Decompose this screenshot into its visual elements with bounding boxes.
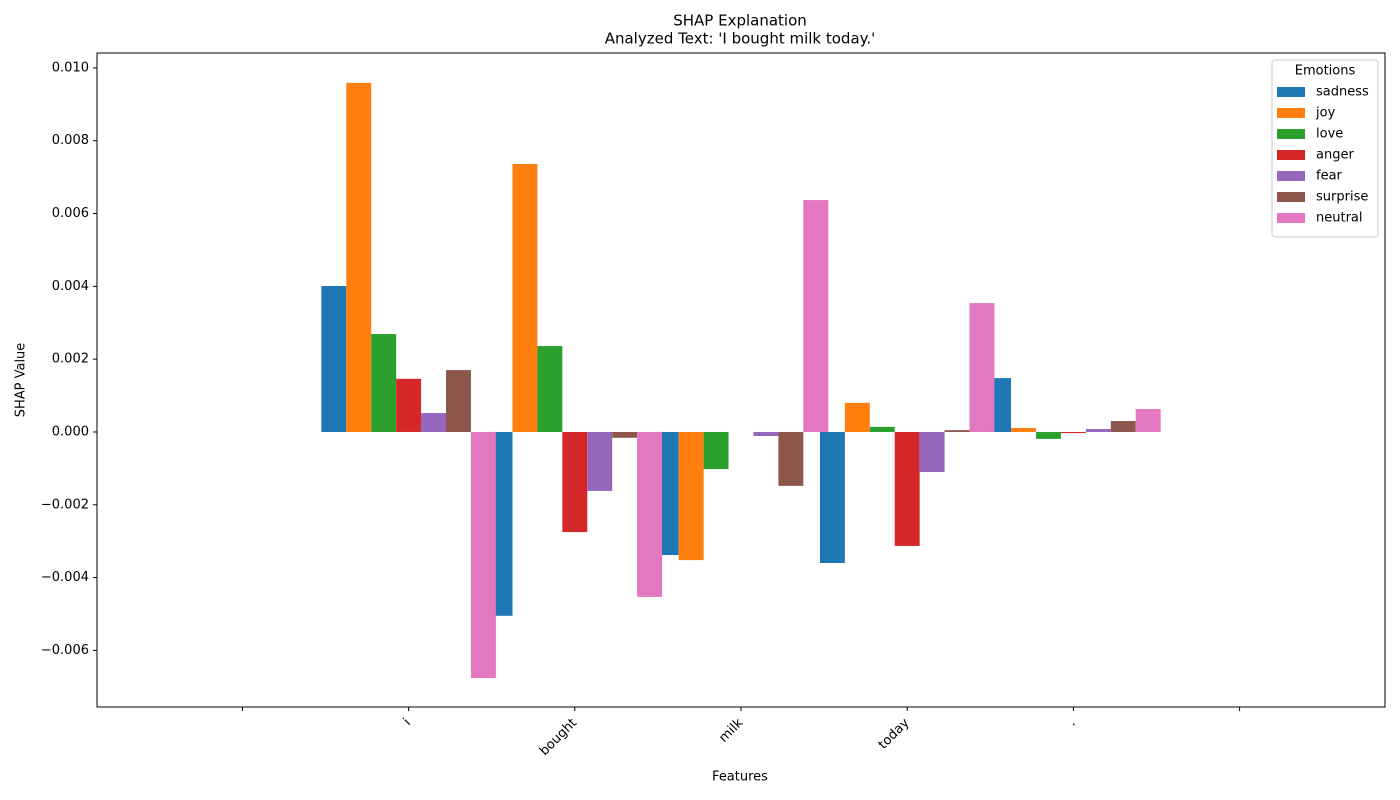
bar bbox=[844, 402, 870, 432]
x-tick-label: . bbox=[1065, 716, 1079, 730]
x-tick-label: milk bbox=[716, 715, 746, 745]
bar bbox=[446, 370, 471, 432]
bar bbox=[819, 431, 845, 564]
bar bbox=[1060, 431, 1086, 434]
bar bbox=[1085, 429, 1111, 432]
x-tick-label: today bbox=[876, 715, 913, 752]
bar bbox=[537, 346, 563, 432]
bar bbox=[778, 431, 804, 486]
y-tick-label: 0.008 bbox=[52, 133, 89, 148]
bar bbox=[944, 430, 970, 432]
legend-swatch bbox=[1277, 87, 1305, 97]
legend-label: love bbox=[1316, 127, 1343, 142]
y-tick-label: 0.006 bbox=[52, 206, 89, 221]
legend-label: sadness bbox=[1316, 85, 1369, 100]
legend-label: fear bbox=[1316, 169, 1343, 184]
y-tick-label: 0.010 bbox=[52, 60, 89, 75]
legend-label: anger bbox=[1316, 148, 1354, 163]
legend-swatch bbox=[1277, 171, 1305, 181]
bar bbox=[678, 431, 704, 561]
bar bbox=[512, 164, 538, 432]
legend-swatch bbox=[1277, 129, 1305, 139]
legend-swatch bbox=[1277, 192, 1305, 202]
chart-title: SHAP Explanation bbox=[673, 12, 807, 30]
bar bbox=[1135, 409, 1161, 432]
y-tick-label: 0.002 bbox=[52, 352, 89, 367]
x-axis-label: Features bbox=[712, 770, 768, 785]
legend-title: Emotions bbox=[1295, 64, 1356, 79]
y-tick-label: 0.004 bbox=[52, 279, 89, 294]
bar bbox=[919, 431, 945, 473]
legend-label: neutral bbox=[1316, 211, 1363, 226]
y-tick-label: −0.002 bbox=[41, 497, 89, 512]
bar bbox=[803, 200, 829, 432]
bar bbox=[1110, 421, 1136, 432]
y-tick-label: −0.006 bbox=[41, 643, 89, 658]
y-tick-label: 0.000 bbox=[52, 424, 89, 439]
bar bbox=[969, 303, 995, 432]
bar bbox=[396, 378, 422, 432]
y-tick-label: −0.004 bbox=[41, 570, 89, 585]
bar bbox=[753, 431, 779, 436]
y-axis-label: SHAP Value bbox=[14, 343, 29, 418]
bar bbox=[612, 431, 638, 438]
bar bbox=[637, 431, 663, 597]
bar bbox=[703, 431, 729, 470]
bar bbox=[562, 431, 588, 533]
bar bbox=[1035, 431, 1061, 439]
bar bbox=[470, 431, 496, 679]
legend-swatch bbox=[1277, 108, 1305, 118]
chart-subtitle: Analyzed Text: 'I bought milk today.' bbox=[605, 30, 876, 48]
legend-label: joy bbox=[1315, 106, 1336, 121]
bar bbox=[371, 334, 397, 432]
bar bbox=[1011, 427, 1036, 432]
legend-swatch bbox=[1277, 213, 1305, 223]
x-tick-label: bought bbox=[537, 716, 580, 759]
bar bbox=[421, 413, 447, 432]
legend-label: surprise bbox=[1316, 190, 1368, 205]
bar bbox=[321, 285, 347, 432]
legend-swatch bbox=[1277, 150, 1305, 160]
plot-frame bbox=[96, 52, 1386, 708]
bar bbox=[587, 431, 613, 491]
x-tick-label: i bbox=[401, 716, 414, 729]
bar bbox=[894, 431, 920, 546]
bar bbox=[346, 82, 372, 432]
bar bbox=[869, 426, 895, 432]
